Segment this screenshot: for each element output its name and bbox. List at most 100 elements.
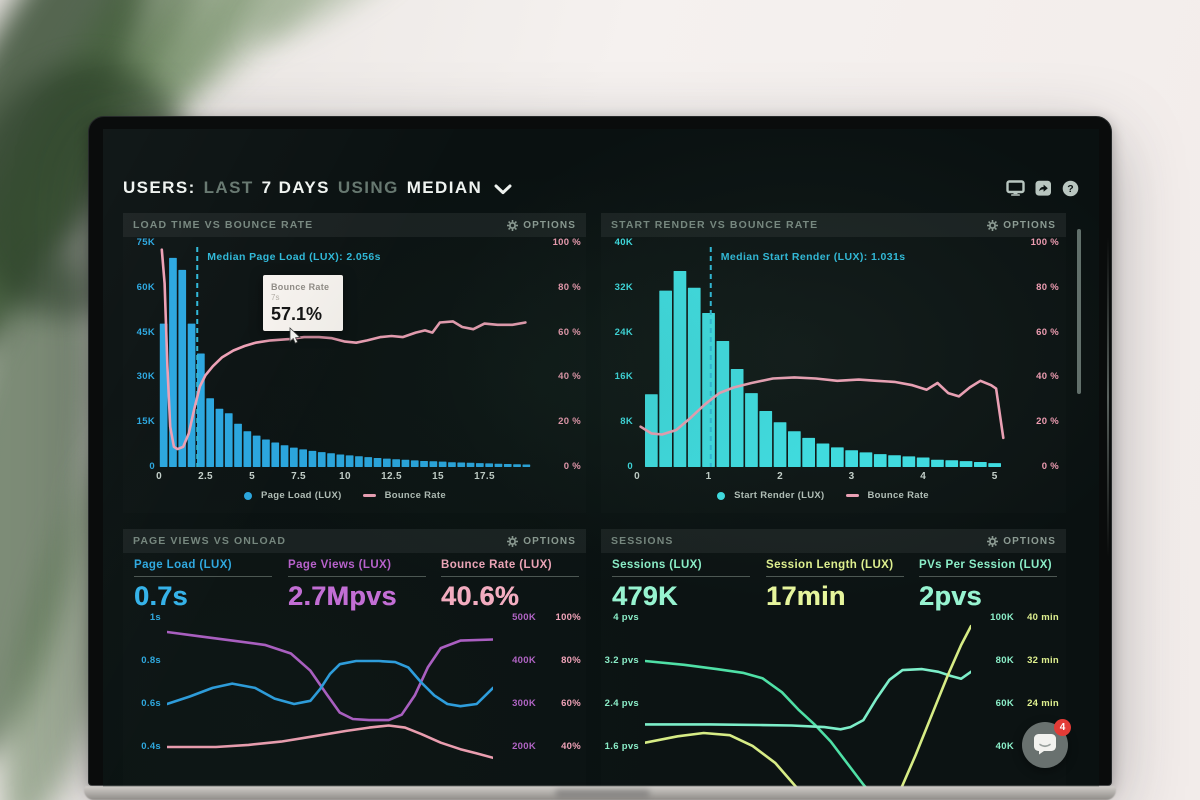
y-axis-right-tick: 80% (561, 655, 581, 666)
gear-icon (507, 535, 519, 547)
y-axis-left-tick: 30K (136, 371, 155, 383)
y-axis-left-tick: 3.2 pvs (604, 655, 639, 666)
metric-label: Page Views (LUX) (288, 559, 392, 571)
chat-widget-button[interactable]: 4 (1022, 719, 1071, 768)
y-axis-left-tick: 60K (136, 281, 155, 293)
panel-start-render-vs-bounce-rate: START RENDER VS BOUNCE RATE OPTIONS 40K 3… (601, 213, 1066, 513)
y-axis-left-tick: 0 (149, 461, 155, 472)
scrollbar[interactable] (1077, 229, 1081, 394)
y-axis-right-tick: 80 % (1036, 281, 1059, 293)
y-axis-left-tick: 75K (136, 237, 155, 248)
page-views-vs-onload-plot[interactable] (167, 615, 493, 787)
y-axis-right-tick: 40% (561, 741, 581, 752)
y-axis-right-tick: 100K (990, 612, 1014, 623)
metric-sessions: Sessions (LUX) 479K (612, 559, 752, 612)
y-axis-left-tick: 15K (136, 416, 155, 428)
legend-dot-icon (717, 491, 726, 500)
x-axis-tick: 3 (848, 471, 855, 482)
laptop-body: USERS: LAST 7 DAYS USING MEDIAN ? (88, 116, 1112, 787)
metric-underline (288, 576, 426, 577)
x-axis-tick: 5 (249, 471, 255, 482)
start-render-vs-bounce-rate-plot[interactable] (637, 243, 1009, 467)
metric-underline (134, 576, 272, 577)
chart-legend: Page Load (LUX) Bounce Rate (159, 490, 531, 501)
y-axis-right-tick: 200K (512, 741, 536, 752)
page-views-chart-area[interactable]: 1s 0.8s 0.6s 0.4s 500K 400K 300K 200K 100% 80% 60%… (123, 529, 586, 787)
help-icon[interactable]: ? (1062, 180, 1079, 197)
y-axis-left-tick: 1s (149, 612, 161, 623)
y-axis-right-tick: 32 min (1027, 655, 1059, 666)
y-axis-right-tick: 40 % (558, 371, 581, 383)
x-axis-tick: 5 (991, 471, 998, 482)
chat-unread-badge: 4 (1054, 719, 1071, 736)
x-axis-tick: 15 (432, 471, 444, 482)
median-annotation: Median Start Render (LUX): 1.031s (720, 251, 906, 263)
y-axis-left-tick: 4 pvs (613, 612, 639, 623)
options-label: OPTIONS (523, 535, 576, 547)
panel-load-time-vs-bounce-rate: LOAD TIME VS BOUNCE RATE OPTIONS 75K 60K 4… (123, 213, 586, 513)
legend-label: Bounce Rate (867, 490, 929, 501)
metric-value: 0.7s (134, 581, 188, 611)
y-axis-right-tick: 300K (512, 698, 536, 709)
panel-page-views-vs-onload: PAGE VIEWS VS ONLOAD OPTIONS Page Load (… (123, 529, 586, 787)
options-button[interactable]: OPTIONS (507, 535, 576, 547)
y-axis-right-tick: 60K (995, 698, 1014, 709)
y-axis-right-tick: 500K (512, 612, 536, 623)
options-button[interactable]: OPTIONS (987, 535, 1056, 547)
metric-value: 2.7Mpvs (288, 581, 397, 611)
options-label: OPTIONS (523, 219, 576, 231)
tooltip-value: 57.1% (271, 304, 323, 324)
x-axis-tick: 2 (777, 471, 783, 482)
panel-title: LOAD TIME VS BOUNCE RATE (133, 219, 314, 231)
chevron-down-icon (494, 184, 512, 194)
header-range-value: 7 DAYS (261, 178, 330, 197)
panel-sessions: SESSIONS OPTIONS Sessions (LUX) 479K Ses… (601, 529, 1066, 787)
sessions-plot[interactable] (645, 615, 971, 787)
metric-underline (612, 576, 750, 577)
panel-header: START RENDER VS BOUNCE RATE OPTIONS (601, 213, 1066, 237)
legend-label: Page Load (LUX) (261, 490, 342, 501)
y-axis-right-tick: 20 % (1036, 416, 1059, 428)
metric-page-load: Page Load (LUX) 0.7s (134, 559, 274, 612)
monitor-icon[interactable] (1006, 180, 1025, 196)
laptop-screen: USERS: LAST 7 DAYS USING MEDIAN ? (103, 129, 1099, 787)
svg-text:?: ? (1067, 183, 1073, 195)
legend-dot-icon (244, 491, 253, 500)
x-axis-tick: 10 (339, 471, 351, 482)
y-axis-left-tick: 2.4 pvs (604, 698, 639, 709)
sessions-chart-area[interactable]: 4 pvs 3.2 pvs 2.4 pvs 1.6 pvs 100K 80K 60K 40K 4… (601, 529, 1066, 787)
laptop-deck-edge (84, 786, 1116, 800)
metric-label: PVs Per Session (LUX) (919, 559, 1053, 571)
y-axis-left-tick: 8K (620, 416, 633, 428)
y-axis-right-tick: 0 % (1041, 461, 1059, 472)
header-aggregation-value: MEDIAN (406, 178, 483, 197)
options-button[interactable]: OPTIONS (507, 219, 576, 231)
options-button[interactable]: OPTIONS (987, 219, 1056, 231)
y-axis-right-tick: 400K (512, 655, 536, 666)
header-icon-group: ? (1006, 180, 1079, 197)
y-axis-right-tick: 24 min (1027, 698, 1059, 709)
plant-leaf (242, 0, 468, 60)
share-icon[interactable] (1035, 180, 1052, 196)
panel-title: START RENDER VS BOUNCE RATE (611, 219, 819, 231)
legend-line-icon (845, 494, 859, 497)
metric-value: 2pvs (919, 581, 982, 611)
metric-bounce-rate: Bounce Rate (LUX) 40.6% (441, 559, 581, 612)
users-range-selector[interactable]: USERS: LAST 7 DAYS USING MEDIAN (123, 178, 512, 198)
y-axis-left-tick: 24K (614, 326, 633, 338)
mouse-cursor (289, 327, 301, 344)
gear-icon (987, 535, 999, 547)
options-label: OPTIONS (1003, 535, 1056, 547)
start-render-chart-area[interactable]: 40K 32K 24K 16K 8K 0 100 % 80 % 60 % 40 % 20 % 0 % 0… (601, 213, 1066, 513)
y-axis-left-tick: 0.4s (141, 741, 161, 752)
gear-icon (507, 219, 519, 231)
panel-title: SESSIONS (611, 535, 674, 547)
x-axis-tick: 1 (705, 471, 712, 482)
y-axis-right-tick: 20 % (558, 416, 581, 428)
header-users-label: USERS: (123, 178, 196, 197)
y-axis-left-tick: 1.6 pvs (604, 741, 639, 752)
bounce-rate-tooltip: Bounce Rate 7s 57.1% (263, 275, 343, 331)
load-time-chart-area[interactable]: 75K 60K 45K 30K 15K 0 100 % 80 % 60 % 40 % 20 % 0 %… (123, 213, 586, 513)
x-axis-tick: 12.5 (381, 471, 402, 482)
load-time-vs-bounce-rate-plot[interactable] (159, 243, 531, 467)
